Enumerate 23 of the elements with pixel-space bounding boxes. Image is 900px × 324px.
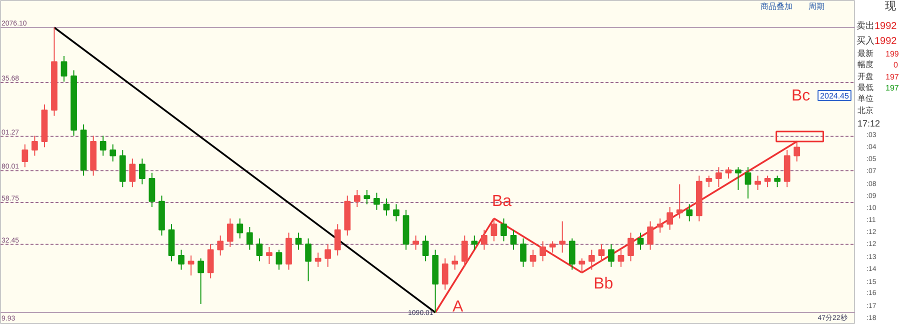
annotation: Ba bbox=[492, 192, 512, 210]
text: 1992 bbox=[874, 36, 898, 47]
text: 卖出 bbox=[856, 20, 874, 30]
text: 17:12 bbox=[858, 118, 880, 128]
text: 单位 bbox=[858, 94, 874, 103]
annotation: A bbox=[452, 298, 464, 316]
text: 197 bbox=[886, 72, 900, 82]
text: 商品叠加 bbox=[760, 2, 792, 11]
text: 0 bbox=[894, 60, 898, 70]
text: 开盘 bbox=[858, 72, 874, 81]
annotation: Bb bbox=[594, 276, 614, 292]
text: 1992 bbox=[874, 21, 898, 32]
text: 2024.45 bbox=[820, 92, 850, 100]
text: 199 bbox=[886, 50, 900, 58]
text: 最新 bbox=[858, 49, 874, 58]
text: 现 bbox=[885, 0, 896, 12]
text: 买入 bbox=[856, 36, 874, 46]
annotation: Bc bbox=[791, 87, 810, 104]
text: 最低 bbox=[858, 83, 874, 92]
text: 幅度 bbox=[858, 60, 874, 69]
text: 197 bbox=[886, 84, 900, 92]
text: 北京 bbox=[858, 106, 874, 115]
text: 周期 bbox=[808, 2, 824, 11]
